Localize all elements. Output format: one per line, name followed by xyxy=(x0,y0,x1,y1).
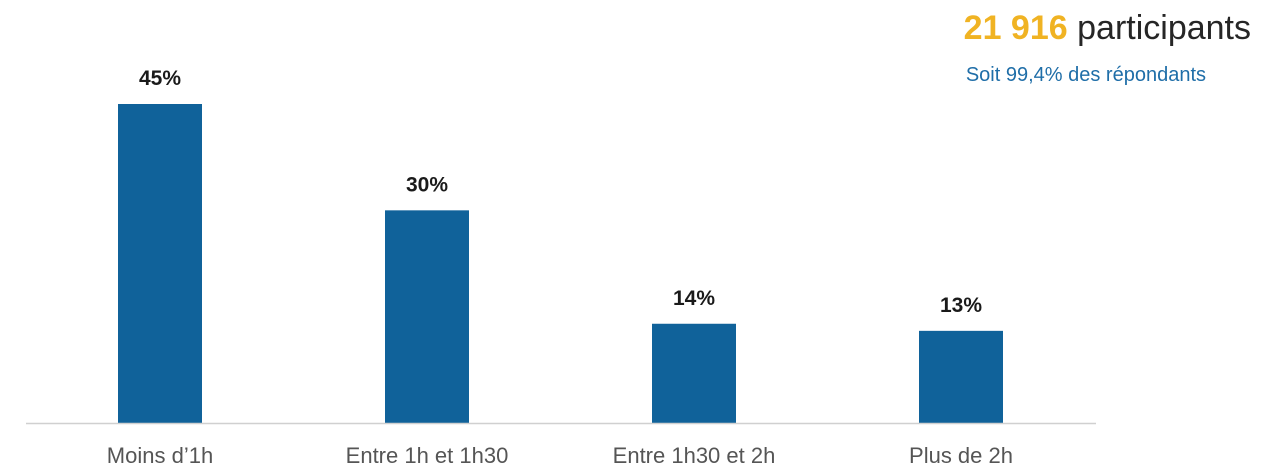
bar-4 xyxy=(919,330,1003,423)
category-label-3: Entre 1h30 et 2h xyxy=(613,443,776,468)
value-label-3: 14% xyxy=(673,287,715,310)
chart-header: 21 916 participants xyxy=(964,8,1251,48)
value-label-1: 45% xyxy=(139,67,181,90)
bar-1 xyxy=(118,104,202,423)
value-label-4: 13% xyxy=(940,294,982,317)
participants-headline: 21 916 participants xyxy=(964,8,1251,48)
category-label-4: Plus de 2h xyxy=(909,443,1013,468)
participants-label: participants xyxy=(1077,9,1251,47)
participants-count: 21 916 xyxy=(963,9,1068,47)
respondents-subtitle: Soit 99,4% des répondants xyxy=(965,64,1206,86)
bar-3 xyxy=(652,323,736,423)
category-label-1: Moins d’1h xyxy=(107,443,213,468)
category-label-2: Entre 1h et 1h30 xyxy=(346,443,509,468)
bar-2 xyxy=(385,210,469,423)
value-label-2: 30% xyxy=(406,173,448,196)
